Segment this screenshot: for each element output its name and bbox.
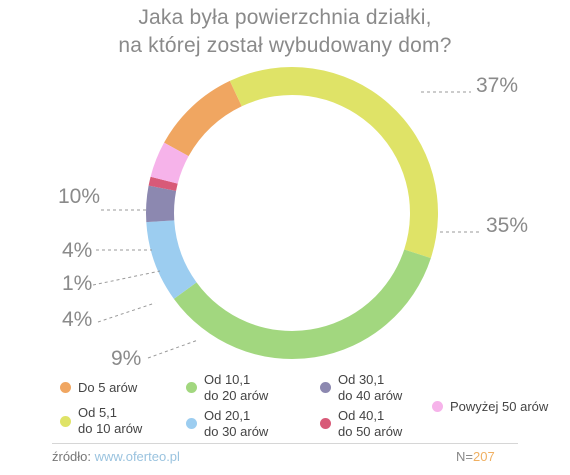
- leader-lines: [92, 91, 481, 359]
- legend-swatch-powyzej-50: [432, 401, 443, 412]
- slice-od-5-1-do-10-arow: [229, 67, 438, 259]
- slice-od-30-1-do-40-arow: [146, 185, 177, 223]
- legend-label-30-40: Od 30,1 do 40 arów: [338, 372, 403, 403]
- legend-label-10-20: Od 10,1 do 20 arów: [204, 372, 269, 403]
- percent-label-od-10-1-do-20-arow: 35%: [486, 214, 528, 237]
- donut-slices: [146, 67, 438, 359]
- footer-divider: [52, 443, 518, 444]
- source-label: źródło:: [52, 449, 92, 464]
- legend-swatch-40-50: [320, 418, 331, 429]
- percent-labels: 10% 37% 35% 9% 4% 1% 4%: [58, 74, 528, 370]
- sample-size-label: N=: [456, 449, 473, 464]
- legend-label-powyzej-50: Powyżej 50 arów: [450, 399, 549, 414]
- slice-od-10-1-do-20-arow: [173, 249, 431, 359]
- legend-swatch-5-10: [60, 416, 71, 427]
- leader-line-od-30-1-do-40-arow: [97, 302, 156, 323]
- percent-label-od-30-1-do-40-arow: 4%: [62, 308, 92, 331]
- footer-source: źródło: www.oferteo.pl: [52, 449, 180, 464]
- chart-title-line-2: na której został wybudowany dom?: [118, 34, 452, 57]
- percent-label-powyzej-50-arow: 4%: [62, 239, 92, 262]
- legend-label-40-50: Od 40,1 do 50 arów: [338, 408, 403, 439]
- slice-do-5-arow: [164, 80, 242, 157]
- percent-label-od-5-1-do-10-arow: 37%: [476, 74, 518, 97]
- chart-title-line-1: Jaka była powierzchnia działki,: [138, 6, 432, 29]
- legend-swatch-20-30: [186, 418, 197, 429]
- leader-line-od-40-1-do-50-arow: [92, 270, 161, 286]
- legend-label-20-30: Od 20,1 do 30 arów: [204, 408, 269, 439]
- legend-label-do-5: Do 5 arów: [78, 380, 138, 395]
- source-link[interactable]: www.oferteo.pl: [94, 449, 180, 464]
- sample-size-value: 207: [472, 449, 495, 464]
- leader-line-od-20-1-do-30-arow: [147, 339, 199, 359]
- legend-swatch-10-20: [186, 382, 197, 393]
- legend-swatch-do-5: [60, 382, 71, 393]
- sample-size: N=207: [456, 449, 495, 464]
- slice-od-20-1-do-30-arow: [146, 220, 197, 299]
- legend-swatch-30-40: [320, 382, 331, 393]
- slice-powyzej-50-arow: [150, 142, 189, 184]
- percent-label-od-40-1-do-50-arow: 1%: [62, 272, 92, 295]
- legend-label-5-10: Od 5,1 do 10 arów: [78, 405, 143, 436]
- slice-od-40-1-do-50-arow: [148, 176, 178, 191]
- percent-label-od-20-1-do-30-arow: 9%: [111, 347, 141, 370]
- percent-label-do-5-arow: 10%: [58, 185, 100, 208]
